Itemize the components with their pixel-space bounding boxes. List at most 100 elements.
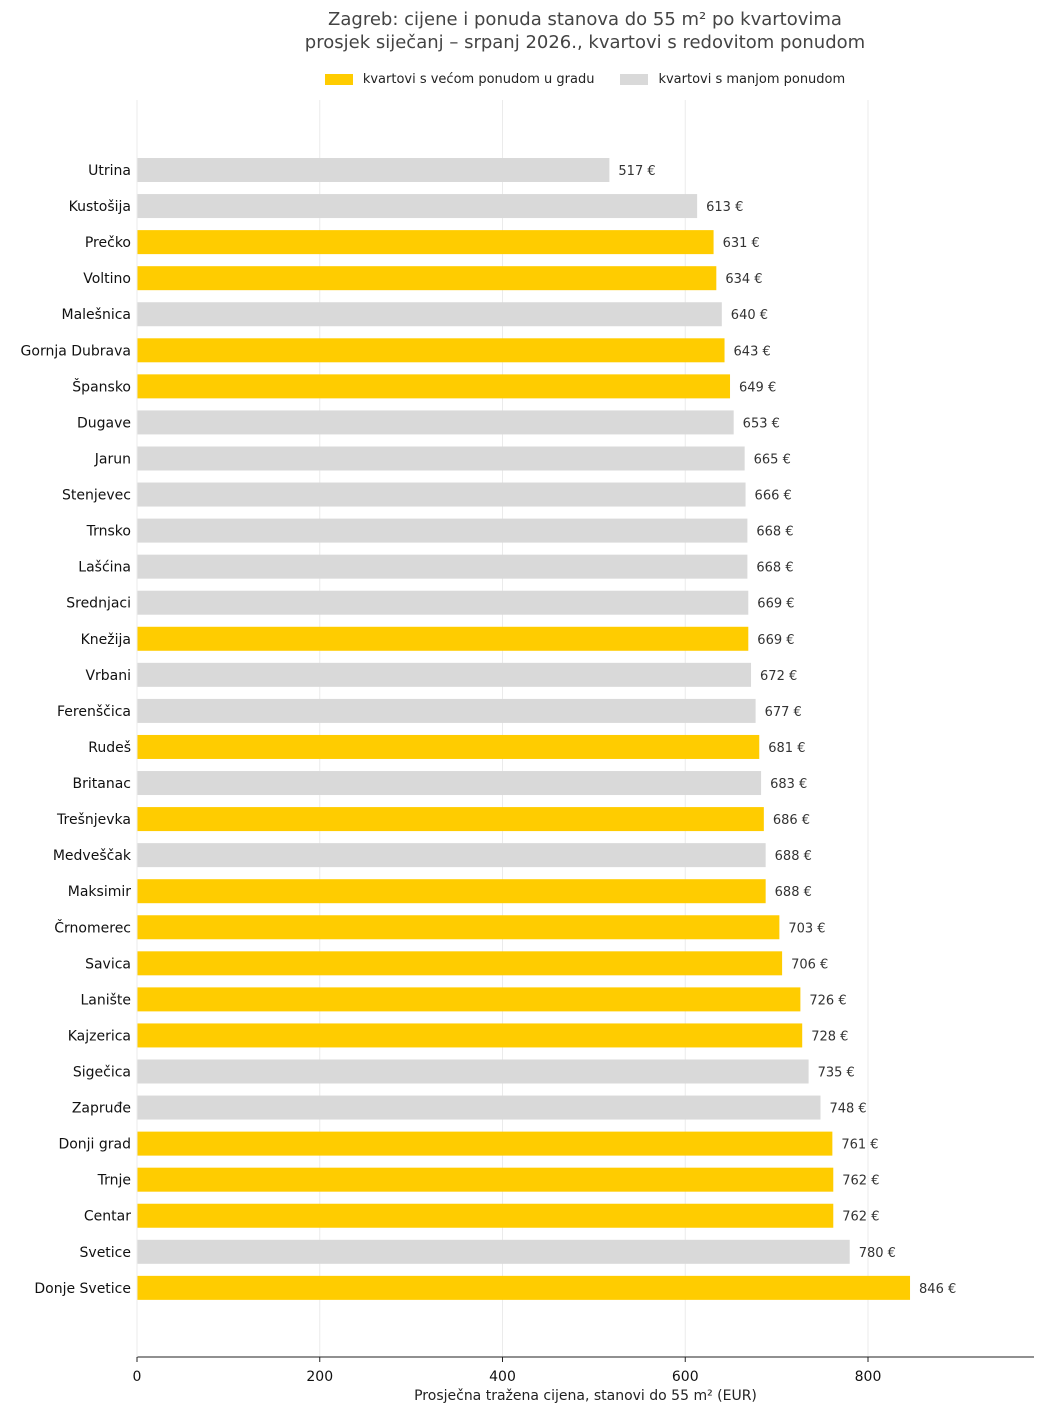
y-tick-label: Špansko [72, 377, 131, 395]
x-tick-label: 200 [306, 1369, 333, 1385]
data-label: 846 € [919, 1282, 956, 1297]
data-label: 669 € [757, 633, 794, 648]
y-tick-label: Kajzerica [68, 1028, 131, 1044]
bar [137, 698, 756, 723]
data-label: 640 € [731, 308, 768, 323]
y-tick-label: Centar [84, 1209, 131, 1225]
data-label: 703 € [788, 921, 825, 936]
y-tick-label: Stenjevec [62, 488, 131, 504]
y-tick-label: Trnje [97, 1173, 131, 1189]
bar [137, 410, 734, 435]
bar [137, 662, 752, 687]
y-tick-label: Donji grad [58, 1137, 131, 1153]
bar [137, 1239, 850, 1264]
y-tick-label: Srednjaci [66, 596, 131, 612]
data-label: 649 € [739, 380, 776, 395]
legend-swatch-low-supply [620, 74, 649, 85]
y-tick-label: Knežija [81, 632, 131, 648]
y-tick-label: Svetice [80, 1245, 131, 1261]
data-label: 653 € [743, 416, 780, 431]
y-tick-label: Kustošija [69, 199, 131, 215]
bar [137, 626, 749, 651]
bar [137, 951, 783, 976]
data-label: 728 € [811, 1029, 848, 1044]
y-tick-label: Savica [85, 956, 131, 972]
y-tick-label: Sigečica [73, 1065, 131, 1081]
data-label: 748 € [829, 1102, 866, 1117]
bar [137, 879, 766, 904]
y-tick-label: Prečko [85, 235, 131, 251]
bar [137, 590, 749, 615]
y-tick-label: Malešnica [62, 307, 132, 323]
bar [137, 302, 722, 327]
data-label: 688 € [775, 885, 812, 900]
data-label: 631 € [723, 236, 760, 251]
data-label: 780 € [859, 1246, 896, 1261]
x-tick-label: 600 [672, 1369, 699, 1385]
legend-item-high-supply: kvartovi s većom ponudom u gradu [324, 72, 595, 87]
data-label: 726 € [809, 993, 846, 1008]
x-tick-label: 400 [489, 1369, 516, 1385]
legend: kvartovi s većom ponudom u gradu kvartov… [0, 72, 1044, 87]
y-tick-label: Trešnjevka [56, 812, 131, 828]
bar [137, 230, 714, 255]
bar [137, 266, 717, 291]
y-tick-label: Maksimir [68, 884, 131, 900]
legend-item-low-supply: kvartovi s manjom ponudom [620, 72, 845, 87]
data-label: 762 € [842, 1210, 879, 1225]
data-label: 668 € [756, 561, 793, 576]
y-tick-label: Lašćina [78, 560, 131, 576]
data-label: 677 € [765, 705, 802, 720]
y-tick-label: Voltino [83, 271, 131, 287]
bar [137, 374, 731, 399]
bar [137, 843, 766, 868]
x-tick-label: 0 [133, 1369, 142, 1385]
data-label: 706 € [791, 957, 828, 972]
bar [137, 1023, 803, 1048]
bar [137, 1167, 834, 1192]
data-label: 643 € [734, 344, 771, 359]
y-tick-label: Rudeš [88, 740, 131, 756]
data-label: 672 € [760, 669, 797, 684]
bar [137, 1203, 834, 1228]
chart-title: Zagreb: cijene i ponuda stanova do 55 m²… [328, 9, 842, 30]
y-tick-label: Lanište [80, 992, 131, 1008]
y-tick-label: Trnsko [86, 524, 131, 540]
data-label: 688 € [775, 849, 812, 864]
y-tick-label: Vrbani [85, 668, 131, 684]
bar [137, 482, 746, 507]
y-tick-label: Donje Svetice [34, 1281, 131, 1297]
y-tick-label: Utrina [88, 163, 131, 179]
data-label: 762 € [842, 1174, 879, 1189]
data-label: 668 € [756, 525, 793, 540]
bar [137, 194, 698, 219]
y-tick-label: Gornja Dubrava [21, 343, 131, 359]
bar [137, 1131, 833, 1156]
bar [137, 1275, 911, 1300]
x-tick-label: 800 [855, 1369, 882, 1385]
bar [137, 446, 745, 471]
bar [137, 987, 801, 1012]
y-tick-label: Ferenščica [57, 704, 131, 720]
data-label: 613 € [706, 200, 743, 215]
data-label: 686 € [773, 813, 810, 828]
bar [137, 338, 725, 363]
chart-subtitle: prosjek siječanj – srpanj 2026., kvartov… [304, 32, 866, 53]
data-label: 735 € [818, 1066, 855, 1081]
y-tick-label: Britanac [73, 776, 131, 792]
data-label: 683 € [770, 777, 807, 792]
y-tick-label: Jarun [94, 451, 131, 467]
data-label: 634 € [725, 272, 762, 287]
legend-swatch-high-supply [324, 74, 353, 85]
bar [137, 734, 760, 759]
legend-label-low-supply: kvartovi s manjom ponudom [658, 72, 846, 87]
legend-label-high-supply: kvartovi s većom ponudom u gradu [362, 72, 595, 87]
bar [137, 915, 780, 940]
bar [137, 1095, 821, 1120]
x-axis-label: Prosječna tražena cijena, stanovi do 55 … [414, 1388, 757, 1404]
data-label: 681 € [768, 741, 805, 756]
bar [137, 1059, 809, 1084]
bar [137, 807, 764, 832]
data-label: 761 € [841, 1138, 878, 1153]
